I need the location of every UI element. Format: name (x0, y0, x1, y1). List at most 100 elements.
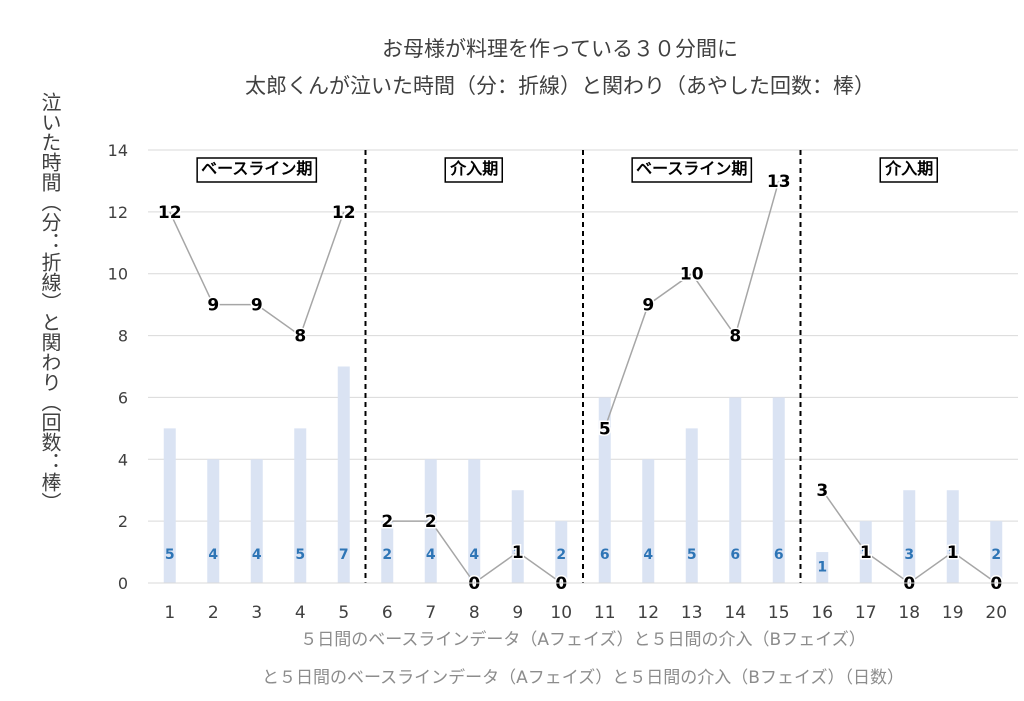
y-tick-label: 12 (108, 203, 128, 222)
line-segment (169, 211, 345, 337)
divider-layer (364, 150, 802, 583)
bar-data-label: 4 (426, 547, 436, 563)
x-tick-label: 5 (338, 603, 349, 623)
bar-data-label: 2 (556, 547, 566, 563)
phase-label-box (196, 157, 318, 183)
bar (250, 459, 263, 583)
bar (729, 397, 742, 583)
bar-data-label: 3 (948, 547, 958, 563)
phase-label-box (444, 157, 504, 183)
x-tick-label: 19 (942, 603, 964, 623)
bar-data-label: 4 (643, 547, 653, 563)
phase-layer: ベースライン期 介入期 ベースライン期 介入期 (196, 157, 939, 183)
line-data-label: 9 (251, 296, 263, 316)
chart-title-line-1: お母様が料理を作っている３０分間に (382, 37, 738, 61)
bar (555, 521, 568, 583)
bar (598, 397, 611, 583)
bar-data-label: 4 (252, 547, 262, 563)
bar-data-label: 4 (469, 547, 479, 563)
bar-data-label: 5 (165, 547, 175, 563)
line-data-label: 5 (599, 419, 611, 439)
bar (903, 490, 916, 583)
line-data-label: 9 (207, 296, 219, 316)
x-tick-label: 14 (724, 603, 746, 623)
x-tick-label: 7 (425, 603, 436, 623)
y-tick-label: 6 (118, 388, 128, 407)
bar-data-label: 5 (295, 547, 305, 563)
x-axis-label-line-1: ５日間のベースラインデータ（Aフェイズ）と５日間の介入（Bフェイズ） (300, 629, 865, 650)
x-tick-label: 20 (985, 603, 1007, 623)
bar-data-label: 6 (600, 547, 610, 563)
x-tick-label: 16 (811, 603, 833, 623)
phase-label-text: 介入期 (884, 159, 933, 178)
x-tick-label: 12 (637, 603, 659, 623)
x-tick-label: 15 (768, 603, 790, 623)
line-data-label: 8 (294, 327, 306, 347)
line-segment (604, 180, 780, 429)
x-tick-label: 1 (164, 603, 175, 623)
bar-data-label: 4 (208, 547, 218, 563)
bar-data-label: 6 (730, 547, 740, 563)
line-data-label: 1 (860, 543, 872, 563)
y-axis-label: 泣いた時間（分：折線）と関わり（回数：棒） (38, 92, 62, 512)
line-data-label: 8 (729, 327, 741, 347)
bar-layer (163, 366, 1003, 583)
phase-label-box (879, 157, 939, 183)
y-tick-label: 4 (118, 450, 128, 469)
chart-title-line-2: 太郎くんが泣いた時間（分：折線）と関わり（あやした回数：棒） (245, 74, 875, 98)
x-tick-label: 3 (251, 603, 262, 623)
bar (468, 459, 481, 583)
phase-label: 介入期 (444, 157, 504, 183)
line-data-label: 0 (555, 574, 567, 594)
bar (294, 428, 307, 583)
bar-data-label: 2 (991, 547, 1001, 563)
y-tick-label: 10 (108, 265, 128, 284)
bar-data-label: 5 (687, 547, 697, 563)
line-data-label: 1 (512, 543, 524, 563)
x-tick-label: 10 (550, 603, 572, 623)
x-tick-label: 6 (382, 603, 393, 623)
phase-label-text: 介入期 (449, 159, 498, 178)
bar-data-label: 3 (904, 547, 914, 563)
x-tick-label: 11 (594, 603, 616, 623)
y-tick-label: 0 (118, 574, 128, 593)
bar-data-label: 1 (817, 560, 827, 576)
x-tick-label: 13 (681, 603, 703, 623)
y-tick-label: 8 (118, 327, 128, 346)
bar-data-label: 3 (513, 547, 523, 563)
line-data-label: 1 (947, 543, 959, 563)
line-data-label: 0 (468, 574, 480, 594)
line-data-label: 3 (816, 481, 828, 501)
x-tick-label: 17 (855, 603, 877, 623)
bar (816, 552, 829, 583)
y-tick-label: 14 (108, 141, 128, 160)
line-data-label: 12 (158, 203, 182, 223)
line-data-label: 2 (425, 512, 437, 532)
phase-label-text: ベースライン期 (636, 159, 747, 178)
y-tick-label: 2 (118, 512, 128, 531)
bar (381, 521, 394, 583)
x-axis-label-line-2: と５日間のベースラインデータ（Aフェイズ）と５日間の介入（Bフェイズ）（日数） (262, 667, 904, 688)
phase-label: ベースライン期 (631, 157, 753, 183)
line-data-label: 12 (332, 203, 356, 223)
bar (772, 397, 785, 583)
line-data-label: 2 (381, 512, 393, 532)
line-data-label: 0 (990, 574, 1002, 594)
bar-data-label: 2 (861, 547, 871, 563)
x-tick-label: 8 (469, 603, 480, 623)
bar (642, 459, 655, 583)
bar (207, 459, 220, 583)
x-tick-label: 18 (898, 603, 920, 623)
phase-label: ベースライン期 (196, 157, 318, 183)
x-tick-label: 4 (295, 603, 306, 623)
x-tick-label: 9 (512, 603, 523, 623)
bar (990, 521, 1003, 583)
phase-label-text: ベースライン期 (201, 159, 312, 178)
bar-data-label: 6 (774, 547, 784, 563)
bar (337, 366, 350, 583)
bar (946, 490, 959, 583)
